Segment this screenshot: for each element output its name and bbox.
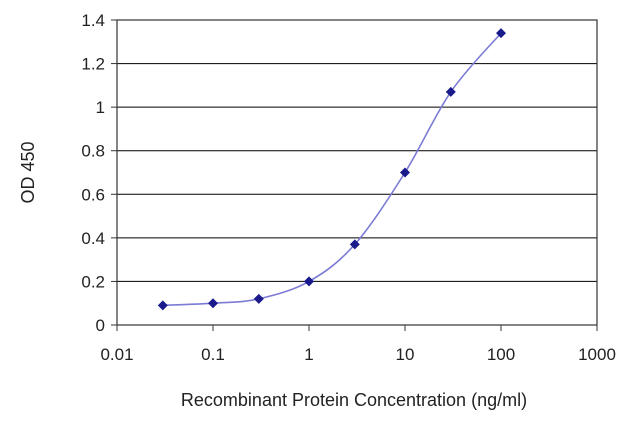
x-tick-label: 100: [487, 345, 515, 364]
x-tick-label: 10: [396, 345, 415, 364]
y-tick-label: 1: [96, 98, 105, 117]
data-point-marker: [253, 293, 264, 304]
y-tick-label: 1.2: [81, 55, 105, 74]
y-axis-ticks: 0 0.2 0.4 0.6 0.8 1 1.2 1.4: [81, 11, 117, 335]
y-tick-label: 0.6: [81, 185, 105, 204]
x-tick-label: 1: [304, 345, 313, 364]
y-tick-label: 0.8: [81, 142, 105, 161]
data-point-marker: [400, 167, 410, 178]
data-point-marker: [157, 300, 168, 311]
y-axis-title: OD 450: [18, 141, 38, 203]
x-tick-label: 0.01: [100, 345, 133, 364]
series-line: [162, 32, 502, 307]
data-point-marker: [349, 239, 360, 250]
x-axis-ticks: 0.01 0.1 1 10 100 1000: [100, 325, 616, 364]
data-point-marker: [445, 86, 456, 97]
data-point-marker: [304, 276, 314, 287]
data-point-marker: [496, 28, 506, 39]
plot-area-frame: [116, 19, 598, 326]
y-tick-label: 0: [96, 316, 105, 335]
series: [157, 28, 506, 311]
y-tick-label: 1.4: [81, 11, 105, 30]
x-tick-label: 0.1: [201, 345, 225, 364]
data-point-marker: [208, 298, 218, 309]
y-tick-label: 0.2: [81, 272, 105, 291]
y-tick-label: 0.4: [81, 229, 105, 248]
x-axis-title: Recombinant Protein Concentration (ng/ml…: [181, 390, 527, 410]
x-tick-label: 1000: [578, 345, 616, 364]
grid: [117, 63, 597, 282]
